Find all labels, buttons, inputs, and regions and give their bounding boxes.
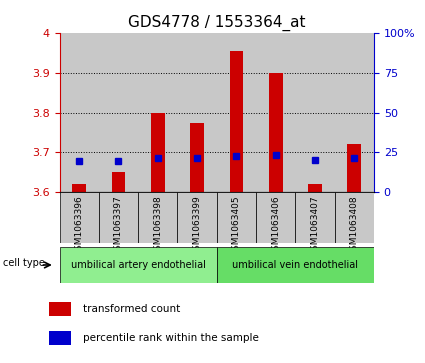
Text: GSM1063406: GSM1063406: [271, 195, 280, 256]
Bar: [308, 184, 322, 192]
Bar: [99, 33, 138, 192]
Text: GSM1063397: GSM1063397: [114, 195, 123, 256]
Text: GSM1063405: GSM1063405: [232, 195, 241, 256]
Bar: [60, 192, 99, 243]
Bar: [217, 247, 374, 283]
Text: GSM1063396: GSM1063396: [75, 195, 84, 256]
Bar: [60, 33, 99, 192]
Bar: [49, 331, 71, 344]
Bar: [138, 33, 178, 192]
Bar: [178, 192, 217, 243]
Text: cell type: cell type: [3, 258, 45, 268]
Bar: [335, 192, 374, 243]
Bar: [230, 51, 243, 192]
Text: GSM1063408: GSM1063408: [350, 195, 359, 256]
Bar: [49, 302, 71, 315]
Bar: [99, 192, 138, 243]
Text: transformed count: transformed count: [82, 303, 180, 314]
Text: GSM1063407: GSM1063407: [311, 195, 320, 256]
Bar: [112, 172, 125, 192]
Text: GSM1063398: GSM1063398: [153, 195, 162, 256]
Bar: [72, 184, 86, 192]
Bar: [256, 33, 295, 192]
Bar: [217, 33, 256, 192]
Bar: [295, 33, 335, 192]
Bar: [138, 192, 178, 243]
Bar: [269, 73, 283, 192]
Bar: [348, 144, 361, 192]
Bar: [334, 33, 374, 192]
Bar: [295, 192, 335, 243]
Title: GDS4778 / 1553364_at: GDS4778 / 1553364_at: [128, 15, 306, 31]
Bar: [256, 192, 295, 243]
Bar: [190, 123, 204, 192]
Bar: [178, 33, 217, 192]
Text: percentile rank within the sample: percentile rank within the sample: [82, 333, 258, 343]
Text: GSM1063399: GSM1063399: [193, 195, 201, 256]
Text: umbilical artery endothelial: umbilical artery endothelial: [71, 260, 206, 270]
Bar: [151, 113, 164, 192]
Bar: [217, 192, 256, 243]
Bar: [60, 247, 217, 283]
Text: umbilical vein endothelial: umbilical vein endothelial: [232, 260, 358, 270]
